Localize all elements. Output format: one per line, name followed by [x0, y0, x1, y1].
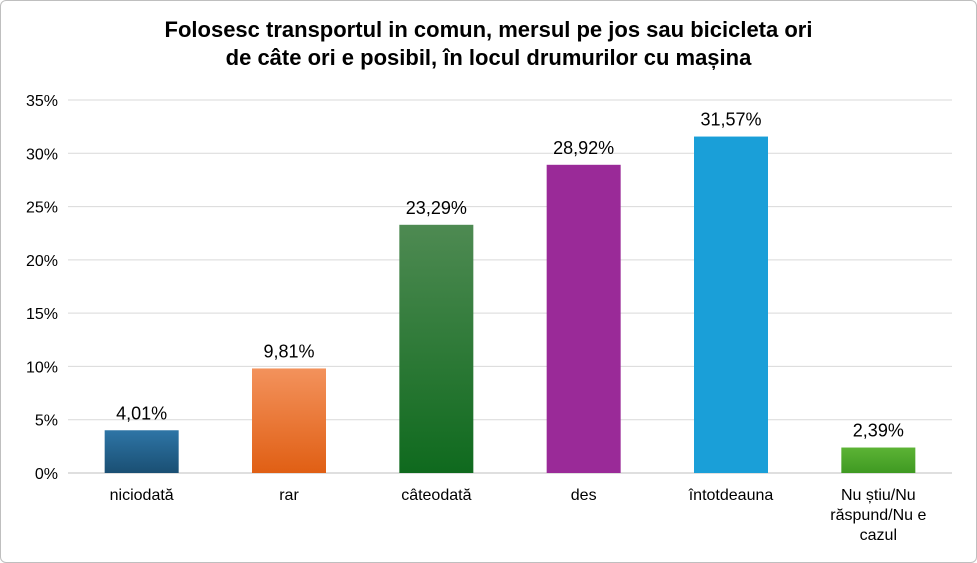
data-label: 2,39% — [853, 421, 904, 441]
y-tick-label: 30% — [26, 146, 58, 163]
bar — [841, 447, 916, 473]
chart-title-line-2: de câte ori e posibil, în locul drumuril… — [225, 45, 752, 70]
x-category-label: rar — [279, 487, 299, 504]
y-tick-label: 15% — [26, 306, 58, 323]
chart-title-line-1: Folosesc transportul in comun, mersul pe… — [164, 17, 813, 42]
bar — [104, 430, 179, 473]
data-label: 4,01% — [116, 403, 167, 423]
bar — [399, 224, 474, 473]
data-label: 31,57% — [700, 110, 761, 130]
y-tick-label: 20% — [26, 253, 58, 270]
y-tick-label: 10% — [26, 359, 58, 376]
x-category-label: Nu știu/Nu răspund/Nu e cazul — [830, 487, 926, 544]
x-category-label: întotdeauna — [688, 487, 774, 504]
x-category-label: niciodată — [110, 487, 174, 504]
bar — [546, 164, 621, 474]
y-tick-label: 0% — [35, 466, 58, 483]
x-category-label: câteodată — [401, 487, 471, 504]
x-category-label: des — [571, 487, 597, 504]
y-tick-label: 35% — [26, 93, 58, 110]
data-label: 23,29% — [406, 198, 467, 218]
data-label: 9,81% — [263, 341, 314, 361]
y-tick-label: 5% — [35, 413, 58, 430]
y-tick-label: 25% — [26, 200, 58, 217]
data-label: 28,92% — [553, 138, 614, 158]
bar — [694, 136, 768, 473]
bar — [252, 368, 326, 473]
chart-title: Folosesc transportul in comun, mersul pe… — [0, 16, 977, 72]
